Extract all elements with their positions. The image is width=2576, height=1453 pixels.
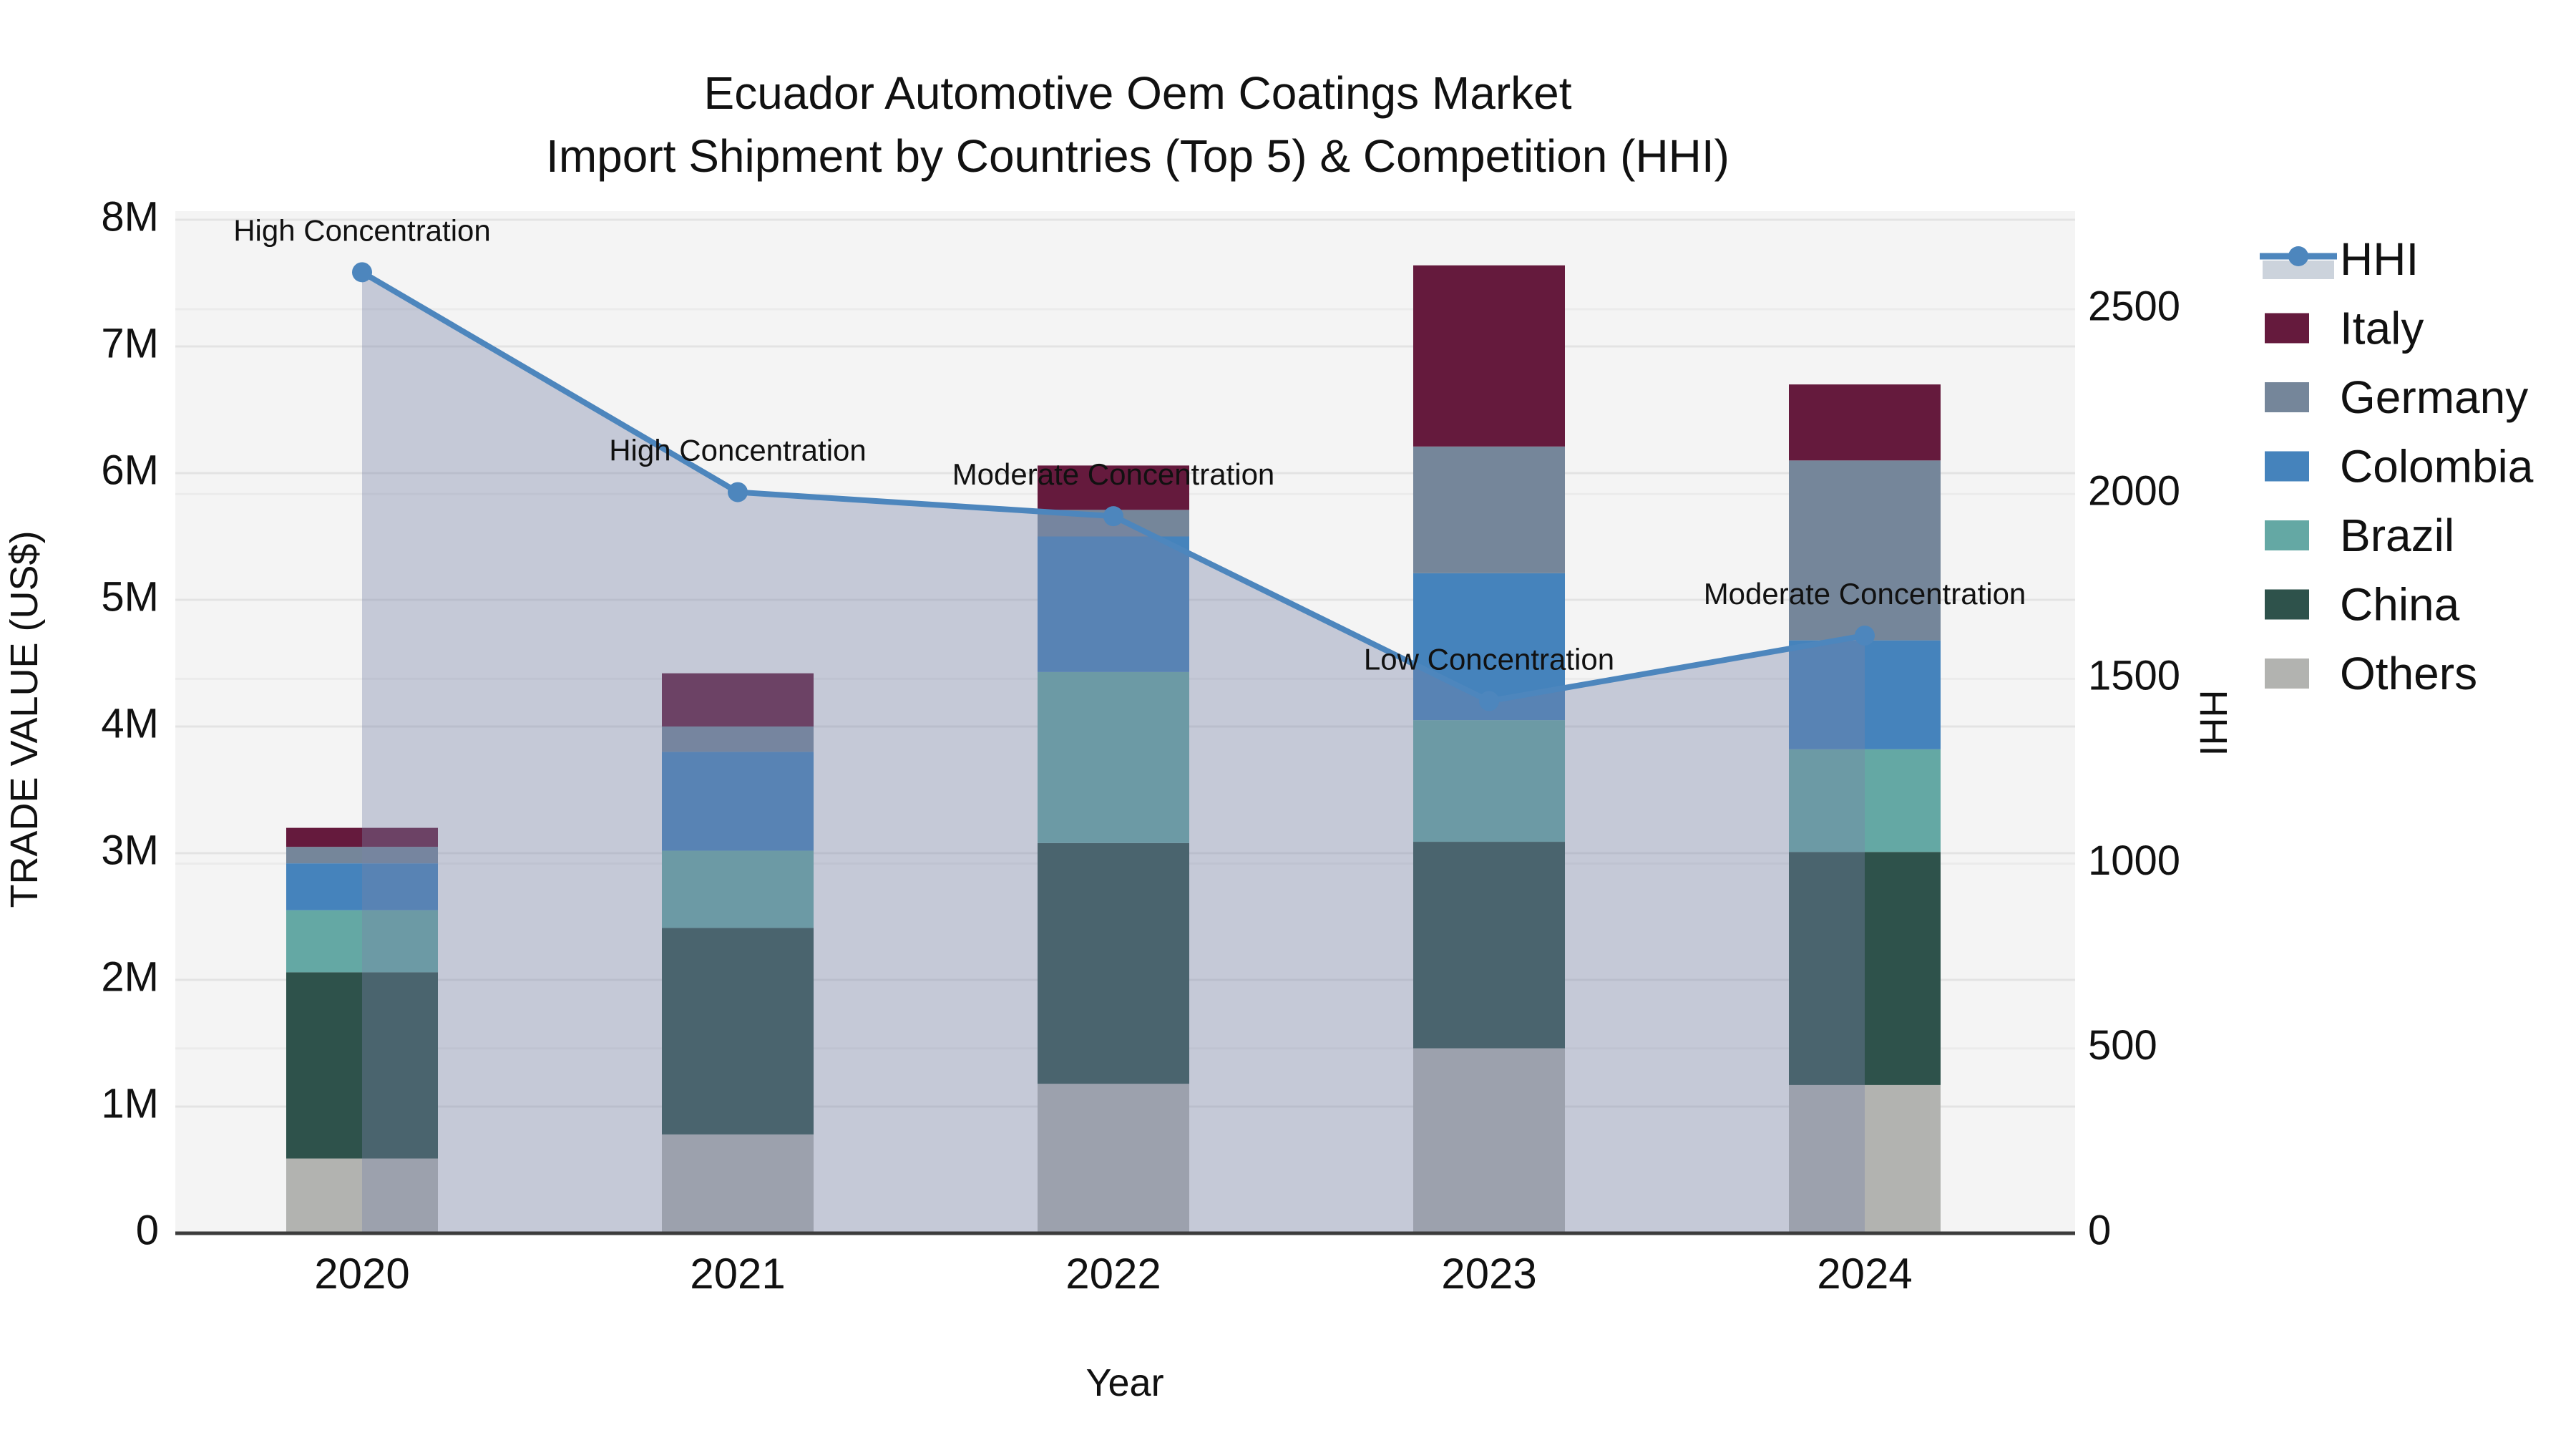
legend-swatch-colombia xyxy=(2265,451,2309,482)
right-tick-2000: 2000 xyxy=(2088,468,2180,515)
x-tick-2021: 2021 xyxy=(690,1250,785,1298)
legend-label-colombia: Colombia xyxy=(2340,441,2534,492)
x-tick-2023: 2023 xyxy=(1441,1250,1536,1298)
legend: HHI Italy Germany Colombia Brazil China Others xyxy=(2260,233,2534,699)
legend-item-italy: Italy xyxy=(2265,303,2424,354)
bar-segment-germany-2023 xyxy=(1413,446,1565,573)
right-tick-1000: 1000 xyxy=(2088,837,2180,884)
x-axis-title: Year xyxy=(1085,1361,1163,1404)
left-axis-title: TRADE VALUE (US$) xyxy=(3,530,46,908)
legend-hhi-marker xyxy=(2288,246,2308,266)
legend-label-italy: Italy xyxy=(2340,303,2424,354)
right-tick-0: 0 xyxy=(2088,1207,2111,1253)
legend-label-china: China xyxy=(2340,579,2460,631)
left-tick-0: 0 xyxy=(136,1207,159,1253)
bar-segment-italy-2020 xyxy=(286,827,438,847)
left-tick-1M: 1M xyxy=(101,1080,159,1127)
bar-segment-colombia-2021 xyxy=(662,752,814,851)
left-tick-7M: 7M xyxy=(101,320,159,366)
bar-segment-others-2020 xyxy=(286,1158,438,1233)
bar-segment-colombia-2020 xyxy=(286,863,438,910)
left-tick-3M: 3M xyxy=(101,827,159,873)
legend-item-colombia: Colombia xyxy=(2265,441,2534,492)
annotation-2021: High Concentration xyxy=(609,434,867,467)
legend-label-germany: Germany xyxy=(2340,371,2528,423)
bar-segment-brazil-2020 xyxy=(286,910,438,973)
stacked-bars xyxy=(286,265,1941,1233)
left-tick-8M: 8M xyxy=(101,193,159,240)
bar-segment-germany-2020 xyxy=(286,847,438,864)
bar-segment-brazil-2022 xyxy=(1038,671,1189,843)
annotation-2022: Moderate Concentration xyxy=(952,457,1275,491)
bar-segment-china-2023 xyxy=(1413,842,1565,1049)
bar-segment-others-2023 xyxy=(1413,1048,1565,1233)
bar-segment-brazil-2023 xyxy=(1413,720,1565,842)
bar-segment-china-2021 xyxy=(662,928,814,1134)
hhi-point-2024 xyxy=(1855,625,1875,646)
legend-item-germany: Germany xyxy=(2265,371,2528,423)
legend-item-others: Others xyxy=(2265,648,2477,699)
bar-segment-italy-2023 xyxy=(1413,265,1565,447)
legend-item-brazil: Brazil xyxy=(2265,510,2454,561)
bar-segment-germany-2021 xyxy=(662,726,814,752)
bar-segment-italy-2022 xyxy=(1038,465,1189,510)
annotation-2024: Moderate Concentration xyxy=(1704,577,2026,611)
hhi-area-polygon xyxy=(362,272,1865,1233)
left-tick-5M: 5M xyxy=(101,573,159,620)
bar-segment-colombia-2024 xyxy=(1789,640,1941,749)
hhi-point-2021 xyxy=(728,482,748,502)
legend-swatch-italy xyxy=(2265,313,2309,344)
bar-segment-germany-2024 xyxy=(1789,460,1941,641)
legend-label-others: Others xyxy=(2340,648,2477,699)
hhi-point-2023 xyxy=(1479,691,1499,711)
x-tick-2022: 2022 xyxy=(1065,1250,1161,1298)
bar-segment-italy-2021 xyxy=(662,673,814,726)
right-tick-2500: 2500 xyxy=(2088,283,2180,329)
annotation-2023: Low Concentration xyxy=(1364,642,1614,676)
left-tick-2M: 2M xyxy=(101,953,159,1000)
hhi-line xyxy=(352,262,1875,711)
bar-segment-brazil-2024 xyxy=(1789,749,1941,852)
legend-swatch-others xyxy=(2265,659,2309,689)
legend-swatch-brazil xyxy=(2265,520,2309,550)
bar-segment-others-2022 xyxy=(1038,1084,1189,1233)
legend-swatch-china xyxy=(2265,589,2309,620)
bar-segment-others-2024 xyxy=(1789,1084,1941,1233)
legend-item-china: China xyxy=(2265,579,2460,631)
bar-segment-china-2022 xyxy=(1038,842,1189,1084)
x-tick-2024: 2024 xyxy=(1817,1250,1912,1298)
legend-item-hhi: HHI xyxy=(2260,233,2419,285)
chart-title-line1: Ecuador Automotive Oem Coatings Market xyxy=(704,67,1572,119)
annotation-2020: High Concentration xyxy=(233,213,491,247)
bar-segment-china-2024 xyxy=(1789,852,1941,1085)
bar-segment-brazil-2021 xyxy=(662,850,814,928)
tick-labels: 0 1M 2M 3M 4M 5M 6M 7M 8M 0 500 1000 1500 2000 2500 202… xyxy=(101,193,2180,1298)
x-tick-2020: 2020 xyxy=(314,1250,409,1298)
legend-label-hhi: HHI xyxy=(2340,233,2419,285)
legend-label-brazil: Brazil xyxy=(2340,510,2454,561)
annotations: High Concentration High Concentration Mode… xyxy=(233,213,2026,676)
bar-segment-others-2021 xyxy=(662,1134,814,1233)
chart-title-line2: Import Shipment by Countries (Top 5) & C… xyxy=(546,130,1729,182)
bar-segment-china-2020 xyxy=(286,972,438,1159)
right-tick-1500: 1500 xyxy=(2088,653,2180,699)
hhi-area-fill xyxy=(362,272,1865,1233)
bar-segment-colombia-2022 xyxy=(1038,536,1189,672)
bar-segment-italy-2024 xyxy=(1789,384,1941,461)
right-tick-500: 500 xyxy=(2088,1022,2157,1069)
left-tick-6M: 6M xyxy=(101,447,159,493)
left-tick-4M: 4M xyxy=(101,700,159,747)
hhi-point-2022 xyxy=(1103,506,1123,527)
hhi-point-2020 xyxy=(352,262,372,283)
right-axis-title: HHI xyxy=(2192,690,2235,757)
legend-swatch-germany xyxy=(2265,382,2309,412)
